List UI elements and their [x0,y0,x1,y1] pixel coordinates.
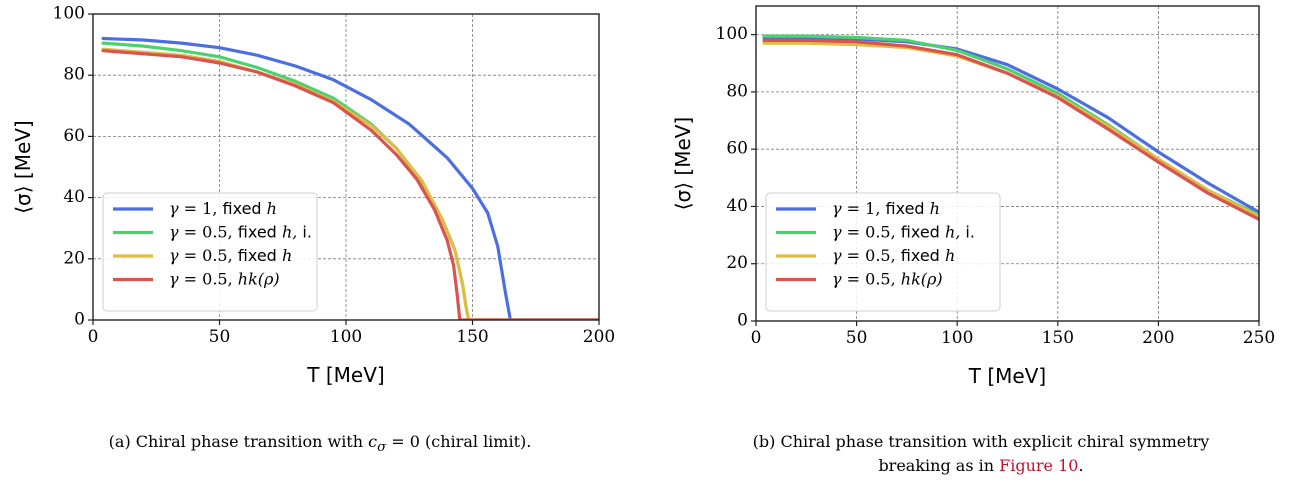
y-tick-label-5: 100 [716,24,748,44]
y-tick-label-1: 20 [726,253,748,273]
y-tick-label-4: 80 [726,81,748,101]
caption-a-sub: σ [377,440,387,456]
x-axis-label: T [MeV] [968,364,1046,388]
x-tick-label-1: 50 [846,328,868,348]
caption-a-suffix: = 0 (chiral limit). [386,432,532,451]
y-tick-label-1: 20 [63,248,85,268]
caption-b: (b) Chiral phase transition with explici… [660,430,1302,478]
grid [93,14,599,320]
x-tick-label-0: 0 [751,328,762,348]
x-axis-label: T [MeV] [306,363,384,387]
chart-b: 0 50 100 150 200 250 0 20 40 60 80 100 T [MeV] ⟨σ⟩ [M… [671,5,1275,388]
x-tick-label-4: 200 [1142,328,1174,348]
x-tick-label-3: 150 [1042,328,1074,348]
series-line-4 [101,49,599,320]
series-line-1 [101,36,599,320]
y-axis-label: ⟨σ⟩ [MeV] [671,117,695,211]
y-axis-label: ⟨σ⟩ [MeV] [11,120,35,214]
caption-a: (a) Chiral phase transition with cσ = 0 … [20,430,620,460]
x-tick-label-5: 250 [1243,328,1275,348]
legend-label-1: γ = 1, fixed h [169,199,277,218]
chart-panel-b: 0 50 100 150 200 250 0 20 40 60 80 100 T [MeV] ⟨σ⟩ [M… [660,0,1302,484]
y-tick-label-4: 80 [63,65,85,85]
legend-box [765,192,1001,312]
legend-label-4: γ = 0.5, hk(ρ) [169,269,280,288]
series-group [101,36,599,320]
caption-a-math: c [368,432,378,451]
series-line-4 [762,38,1259,221]
x-tick-label-0: 0 [88,327,99,347]
y-tick-label-3: 60 [726,139,748,159]
x-tick-label-2: 100 [330,327,362,347]
legend-label-3: γ = 0.5, fixed h [169,246,292,265]
legend-label-2: γ = 0.5, fixed h, i. [832,222,975,241]
legend-label-4: γ = 0.5, hk(ρ) [832,269,943,288]
caption-b-line1: (b) Chiral phase transition with explici… [752,432,1210,451]
series-line-1 [762,35,1259,214]
legend: γ = 1, fixed h γ = 0.5, fixed h, i. γ = 0.… [765,192,1001,312]
legend-label-3: γ = 0.5, fixed h [832,246,955,265]
legend: γ = 1, fixed h γ = 0.5, fixed h, i. γ = 0.… [102,192,318,312]
chart-panel-a: 0 50 100 150 200 0 20 40 60 80 100 T [MeV] ⟨σ⟩ [MeV]… [0,0,640,484]
legend-label-2: γ = 0.5, fixed h, i. [169,222,312,241]
caption-b-line2-suffix: . [1078,456,1084,475]
x-tick-label-2: 100 [941,328,973,348]
y-tick-label-5: 100 [53,4,85,24]
x-tick-label-4: 200 [583,327,615,347]
series-line-2 [762,34,1259,217]
x-tick-label-3: 150 [456,327,488,347]
x-tick-label-1: 50 [209,327,231,347]
plot-frame [755,5,1260,322]
y-tick-label-0: 0 [74,310,85,330]
y-tick-label-2: 40 [63,187,85,207]
legend-box [102,192,318,312]
caption-a-prefix: (a) Chiral phase transition with [108,432,369,451]
caption-b-line2: breaking as in [878,456,1000,475]
y-tick-label-2: 40 [726,196,748,216]
caption-b-figure-link[interactable]: Figure 10 [999,456,1079,475]
series-group [762,34,1259,221]
legend-label-1: γ = 1, fixed h [832,199,940,218]
y-tick-label-3: 60 [63,126,85,146]
y-tick-label-0: 0 [737,311,748,331]
chart-a: 0 50 100 150 200 0 20 40 60 80 100 T [MeV] ⟨σ⟩ [MeV]… [11,4,615,388]
